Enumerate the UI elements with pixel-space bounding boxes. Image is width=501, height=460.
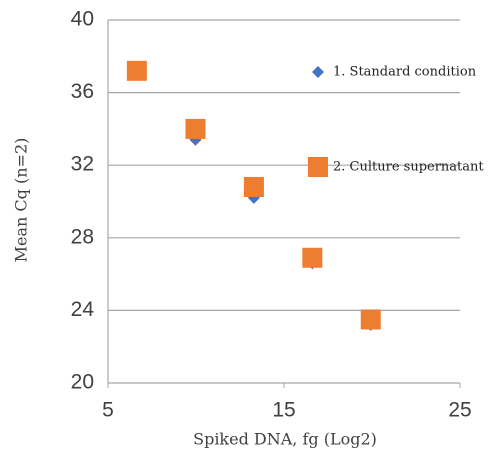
y-tick-label: 36 [71,80,94,103]
legend-label: 1. Standard condition [333,65,477,80]
y-tick-label: 20 [71,371,94,394]
point [126,60,147,81]
point [243,176,264,197]
point [185,118,206,139]
y-axis-title: Mean Cq (n=2) [12,138,31,263]
legend-marker [312,66,324,78]
legend-label: 2. Culture supernatant [333,160,484,175]
x-tick-label: 5 [102,399,114,422]
x-tick-label: 25 [448,399,471,422]
y-tick-label: 24 [71,298,95,321]
legend-marker [308,157,328,177]
y-tick-label: 32 [71,153,94,176]
x-tick-label: 15 [272,399,295,422]
y-tick-label: 40 [71,8,94,31]
point [302,247,323,268]
x-axis-title: Spiked DNA, fg (Log2) [193,430,377,449]
y-tick-label: 28 [71,225,94,248]
point [360,309,381,330]
